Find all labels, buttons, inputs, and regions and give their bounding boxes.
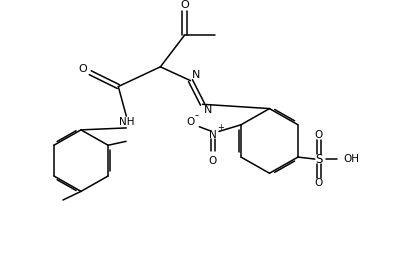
Text: N: N [209,130,217,140]
Text: OH: OH [344,154,360,164]
Text: O: O [187,116,195,127]
Text: S: S [315,153,322,166]
Text: -: - [194,110,198,120]
Text: NH: NH [119,117,135,127]
Text: +: + [217,123,224,132]
Text: O: O [209,156,217,166]
Text: N: N [192,70,200,80]
Text: N: N [204,105,212,115]
Text: O: O [79,64,87,74]
Text: O: O [315,178,323,188]
Text: O: O [180,0,189,10]
Text: O: O [315,130,323,140]
